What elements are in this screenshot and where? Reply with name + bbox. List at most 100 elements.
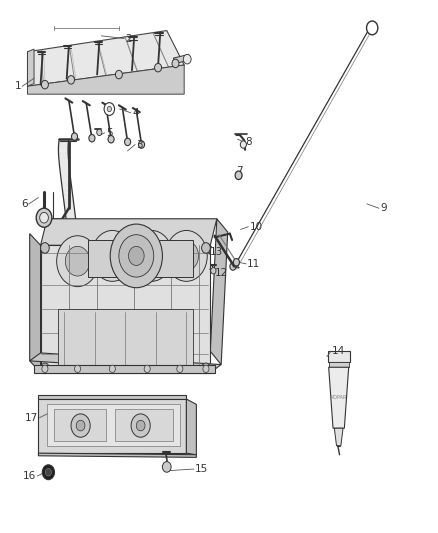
Polygon shape <box>53 409 106 441</box>
Polygon shape <box>34 365 215 373</box>
Polygon shape <box>60 168 70 170</box>
Polygon shape <box>58 149 68 150</box>
Circle shape <box>107 107 112 112</box>
Text: 15: 15 <box>195 464 208 474</box>
Circle shape <box>116 70 122 79</box>
Circle shape <box>42 365 48 373</box>
Polygon shape <box>60 166 69 168</box>
Circle shape <box>166 230 207 281</box>
Polygon shape <box>39 399 186 453</box>
Polygon shape <box>39 395 186 399</box>
Text: MOPAR: MOPAR <box>330 395 347 400</box>
Polygon shape <box>39 453 196 457</box>
Text: 14: 14 <box>332 346 346 357</box>
Polygon shape <box>28 49 34 86</box>
Polygon shape <box>65 208 75 211</box>
Polygon shape <box>63 190 72 192</box>
Polygon shape <box>115 409 173 441</box>
Text: 3: 3 <box>136 140 143 150</box>
Polygon shape <box>64 200 74 203</box>
Polygon shape <box>61 181 71 183</box>
Polygon shape <box>59 163 69 165</box>
Circle shape <box>108 135 114 143</box>
Text: 9: 9 <box>380 203 387 213</box>
Polygon shape <box>59 143 68 144</box>
Circle shape <box>177 365 183 373</box>
Circle shape <box>100 241 124 271</box>
Circle shape <box>136 420 145 431</box>
Text: 12: 12 <box>215 268 228 278</box>
Circle shape <box>211 268 216 274</box>
Polygon shape <box>66 217 76 220</box>
Polygon shape <box>28 30 184 86</box>
Circle shape <box>42 465 54 480</box>
Circle shape <box>76 420 85 431</box>
Circle shape <box>128 246 144 265</box>
Circle shape <box>124 138 131 146</box>
Polygon shape <box>67 226 77 229</box>
Polygon shape <box>328 362 349 367</box>
Polygon shape <box>28 65 184 94</box>
Circle shape <box>144 365 150 373</box>
Polygon shape <box>47 405 180 446</box>
Polygon shape <box>60 174 70 176</box>
Polygon shape <box>61 178 71 181</box>
Polygon shape <box>60 165 69 166</box>
Circle shape <box>42 80 48 89</box>
Circle shape <box>65 246 90 276</box>
Polygon shape <box>60 172 70 174</box>
Circle shape <box>41 363 49 374</box>
Text: 13: 13 <box>210 247 223 257</box>
Circle shape <box>172 59 179 68</box>
Circle shape <box>184 54 191 64</box>
Polygon shape <box>60 170 70 172</box>
Circle shape <box>201 363 210 374</box>
Circle shape <box>139 241 164 271</box>
Circle shape <box>71 133 78 140</box>
Polygon shape <box>59 151 68 153</box>
Circle shape <box>71 414 90 437</box>
Circle shape <box>110 365 116 373</box>
Circle shape <box>162 462 171 472</box>
Circle shape <box>138 141 145 148</box>
Text: 10: 10 <box>250 222 263 232</box>
Polygon shape <box>66 214 75 217</box>
Circle shape <box>155 63 162 72</box>
Polygon shape <box>67 232 78 235</box>
Polygon shape <box>64 198 73 200</box>
Circle shape <box>46 469 51 476</box>
Polygon shape <box>62 185 72 188</box>
Polygon shape <box>66 220 76 223</box>
Text: 4: 4 <box>132 108 138 118</box>
Polygon shape <box>63 192 73 195</box>
Polygon shape <box>173 54 191 63</box>
Circle shape <box>36 208 52 227</box>
Polygon shape <box>30 233 41 373</box>
Polygon shape <box>59 156 68 157</box>
Circle shape <box>104 103 115 115</box>
Polygon shape <box>67 229 77 232</box>
Polygon shape <box>59 153 68 154</box>
Circle shape <box>233 259 240 266</box>
Polygon shape <box>61 176 71 178</box>
Polygon shape <box>59 154 68 156</box>
Text: 11: 11 <box>247 259 261 269</box>
Circle shape <box>131 414 150 437</box>
Text: 16: 16 <box>23 471 36 481</box>
Polygon shape <box>328 351 350 362</box>
Circle shape <box>92 230 133 281</box>
Circle shape <box>240 141 247 148</box>
Text: 5: 5 <box>106 128 113 138</box>
Circle shape <box>131 230 173 281</box>
Text: 8: 8 <box>245 137 252 147</box>
Circle shape <box>57 236 99 287</box>
Polygon shape <box>58 148 68 149</box>
Polygon shape <box>67 223 77 226</box>
Polygon shape <box>64 203 74 206</box>
Circle shape <box>119 235 154 277</box>
Circle shape <box>174 241 198 271</box>
Polygon shape <box>58 309 193 367</box>
Text: 6: 6 <box>21 199 28 209</box>
Polygon shape <box>334 428 343 446</box>
Polygon shape <box>59 144 68 145</box>
